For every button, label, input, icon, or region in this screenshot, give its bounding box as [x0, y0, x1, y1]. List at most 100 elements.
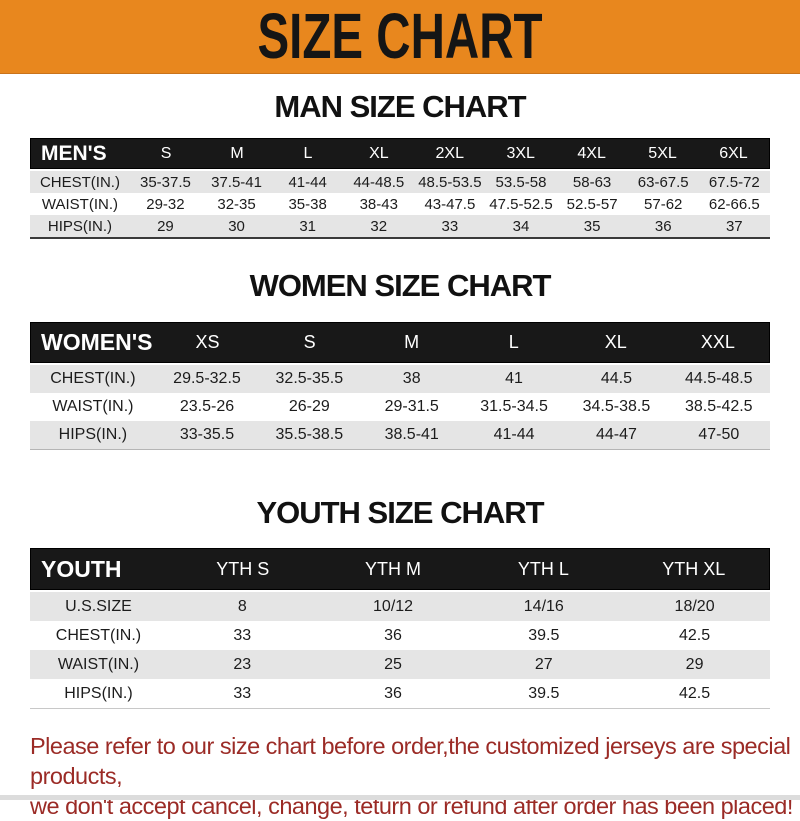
table-cell: 44-47 — [595, 426, 637, 443]
table-cell: 32.5-35.5 — [275, 370, 344, 387]
men-table-header-row: MEN'S S M L XL 2XL 3XL 4XL 5XL 6XL — [30, 138, 770, 169]
men-section-heading: MAN SIZE CHART — [274, 89, 526, 124]
table-cell: 29 — [157, 217, 174, 235]
table-cell: 35 — [583, 217, 601, 235]
table-cell: 39.5 — [528, 684, 560, 702]
row-label: CHEST(IN.) — [39, 173, 120, 191]
youth-column-header: YTH L — [517, 558, 569, 579]
table-cell: 10/12 — [373, 597, 414, 615]
row-label: U.S.SIZE — [65, 597, 132, 615]
youth-section-heading: YOUTH SIZE CHART — [256, 495, 544, 530]
men-column-header: 3XL — [506, 144, 535, 162]
youth-table-header-row: YOUTH YTH S YTH M YTH L YTH XL — [30, 548, 770, 590]
women-column-header: S — [303, 332, 316, 352]
table-cell: 30 — [228, 217, 245, 235]
table-cell: 32-35 — [217, 195, 256, 213]
table-cell: 29.5-32.5 — [173, 370, 241, 387]
table-cell: 8 — [237, 597, 247, 615]
table-cell: 35-38 — [288, 195, 327, 213]
men-column-header: L — [303, 144, 313, 162]
table-cell: 23.5-26 — [179, 398, 235, 415]
table-cell: 25 — [384, 655, 402, 673]
women-column-header: XS — [195, 332, 220, 352]
table-cell: 67.5-72 — [708, 173, 760, 191]
table-row: WAIST(IN.) 23.5-26 26-29 29-31.5 31.5-34… — [30, 393, 770, 421]
row-label: WAIST(IN.) — [57, 655, 140, 673]
table-cell: 27 — [534, 655, 553, 673]
row-label: HIPS(IN.) — [47, 217, 113, 235]
disclaimer-line-1: Please refer to our size chart before or… — [30, 733, 791, 789]
disclaimer-text: Please refer to our size chart before or… — [0, 731, 800, 821]
table-cell: 34 — [512, 217, 530, 235]
table-cell: 37.5-41 — [211, 173, 262, 191]
table-cell: 14/16 — [523, 597, 564, 615]
table-cell: 43-47.5 — [424, 195, 476, 213]
table-row: WAIST(IN.) 29-32 32-35 35-38 38-43 43-47… — [30, 193, 770, 215]
table-cell: 63-67.5 — [637, 173, 689, 191]
table-cell: 35.5-38.5 — [275, 426, 344, 443]
table-cell: 23 — [233, 655, 252, 673]
table-cell: 29-32 — [146, 195, 185, 213]
row-label: WAIST(IN.) — [41, 195, 118, 213]
youth-column-header: YTH S — [216, 558, 270, 579]
row-label: WAIST(IN.) — [52, 398, 134, 415]
table-row: CHEST(IN.) 29.5-32.5 32.5-35.5 38 41 44.… — [30, 363, 770, 393]
youth-size-table: YOUTH YTH S YTH M YTH L YTH XL U.S.SIZE … — [30, 548, 770, 709]
table-cell: 44.5 — [600, 370, 632, 387]
table-row: HIPS(IN.) 33-35.5 35.5-38.5 38.5-41 41-4… — [30, 421, 770, 449]
table-cell: 41-44 — [493, 426, 535, 443]
table-cell: 53.5-58 — [495, 173, 547, 191]
table-cell: 38 — [402, 370, 421, 387]
table-cell: 33 — [441, 217, 459, 235]
men-size-table: MEN'S S M L XL 2XL 3XL 4XL 5XL 6XL CHEST… — [30, 138, 770, 239]
table-cell: 58-63 — [572, 173, 612, 191]
table-cell: 47.5-52.5 — [489, 195, 553, 213]
youth-table-corner-label: YOUTH — [41, 555, 122, 582]
table-cell: 41-44 — [288, 173, 327, 191]
table-cell: 38.5-42.5 — [684, 398, 753, 415]
table-cell: 36 — [384, 684, 402, 702]
row-label: HIPS(IN.) — [58, 426, 128, 443]
table-cell: 62-66.5 — [708, 195, 760, 213]
table-cell: 42.5 — [679, 684, 711, 702]
table-cell: 36 — [654, 217, 672, 235]
table-cell: 18/20 — [674, 597, 715, 615]
men-column-header: S — [160, 144, 172, 162]
men-column-header: 2XL — [435, 144, 464, 162]
table-cell: 47-50 — [698, 426, 740, 443]
women-table-header-row: WOMEN'S XS S M L XL XXL — [30, 322, 770, 363]
table-row: WAIST(IN.) 23 25 27 29 — [30, 650, 770, 679]
table-cell: 29-31.5 — [384, 398, 439, 415]
table-cell: 57-62 — [644, 195, 683, 213]
table-cell: 34.5-38.5 — [582, 398, 651, 415]
table-cell: 36 — [384, 626, 402, 644]
youth-column-header: YTH XL — [662, 558, 726, 579]
men-column-header: 5XL — [648, 144, 677, 162]
table-row: HIPS(IN.) 29 30 31 32 33 34 35 36 37 — [30, 215, 770, 237]
men-column-header: XL — [369, 144, 389, 162]
bottom-edge-strip — [0, 795, 800, 800]
table-cell: 41 — [505, 370, 523, 387]
women-column-header: XL — [604, 332, 627, 352]
table-cell: 29 — [685, 655, 704, 673]
table-cell: 33-35.5 — [179, 426, 235, 443]
men-column-header: 4XL — [577, 144, 606, 162]
women-column-header: L — [508, 332, 519, 352]
row-label: HIPS(IN.) — [64, 684, 133, 702]
size-chart-banner: SIZE CHART — [0, 0, 800, 74]
youth-column-header: YTH M — [365, 558, 422, 579]
women-column-header: XXL — [700, 332, 735, 352]
table-row: HIPS(IN.) 33 36 39.5 42.5 — [30, 679, 770, 708]
table-cell: 33 — [233, 626, 252, 644]
table-cell: 37 — [725, 217, 743, 235]
page-title: SIZE CHART — [257, 1, 543, 72]
women-table-corner-label: WOMEN'S — [41, 329, 153, 355]
table-row: U.S.SIZE 8 10/12 14/16 18/20 — [30, 590, 770, 621]
table-cell: 52.5-57 — [566, 195, 618, 213]
men-table-corner-label: MEN'S — [41, 141, 107, 165]
women-size-table: WOMEN'S XS S M L XL XXL CHEST(IN.) 29.5-… — [30, 322, 770, 450]
table-cell: 31.5-34.5 — [480, 398, 548, 415]
table-cell: 35-37.5 — [140, 173, 191, 191]
table-cell: 48.5-53.5 — [418, 173, 482, 191]
table-cell: 42.5 — [679, 626, 711, 644]
